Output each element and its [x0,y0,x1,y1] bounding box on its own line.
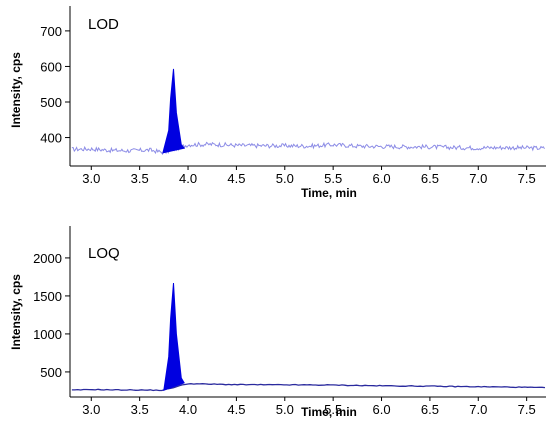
y-axis-label: Intensity, cps [9,274,23,350]
x-tick-label: 3.0 [82,171,100,186]
x-tick-label: 3.0 [82,402,100,417]
x-tick-label: 3.5 [131,402,149,417]
x-tick-label: 5.0 [276,402,294,417]
y-tick-label: 500 [40,95,62,110]
x-tick-label: 7.5 [518,171,536,186]
y-tick-label: 600 [40,59,62,74]
x-tick-label: 6.0 [372,402,390,417]
x-tick-label: 4.0 [179,402,197,417]
x-tick-label: 5.5 [324,402,342,417]
chart-panel-1: 400 500 600 700 3.0 3.5 4.0 4.5 5.0 5.5 6.0 6.5 7.0 7… [9,6,546,200]
chart-panel-2: 500 1000 1500 2000 3.0 3.5 4.0 4.5 5.0 5.5 6.0 6.5 7… [9,226,546,419]
panel-title: LOD [88,16,119,33]
x-tick-label: 5.0 [276,171,294,186]
x-tick-label: 6.0 [372,171,390,186]
x-axis-label: Time, min [301,405,357,419]
x-tick-label: 7.5 [518,402,536,417]
x-tick-label: 4.0 [179,171,197,186]
y-tick-label: 1500 [33,289,62,304]
y-tick-label: 700 [40,24,62,39]
y-tick-label: 500 [40,365,62,380]
y-tick-label: 1000 [33,327,62,342]
y-axis-label: Intensity, cps [9,52,23,128]
x-axis-label: Time, min [301,186,357,200]
peak-area [163,282,185,392]
x-tick-label: 4.5 [227,402,245,417]
x-tick-label: 4.5 [227,171,245,186]
baseline-trace [71,141,545,156]
baseline-trace [71,383,546,392]
x-tick-label: 5.5 [324,171,342,186]
y-tick-label: 400 [40,131,62,146]
y-tick-label: 2000 [33,251,62,266]
x-tick-label: 6.5 [421,402,439,417]
x-tick-label: 7.0 [469,402,487,417]
peak-area [162,68,186,154]
x-tick-label: 3.5 [131,171,149,186]
panel-title: LOQ [88,245,120,262]
x-tick-label: 6.5 [421,171,439,186]
x-tick-label: 7.0 [469,171,487,186]
